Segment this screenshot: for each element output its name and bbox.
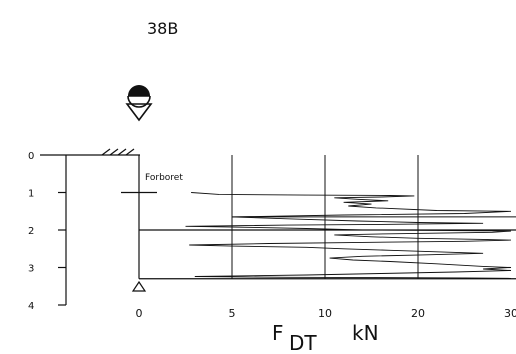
force-tick-label: 0 (136, 307, 143, 320)
force-tick-label: 30 (504, 307, 516, 320)
depth-tick-label: 3 (28, 264, 34, 275)
sounding-id: 38B (147, 19, 178, 38)
predrilled-annotation: Forboret (145, 173, 183, 183)
force-tick-label: 20 (411, 307, 425, 320)
location-symbol-icon (125, 85, 153, 122)
force-tick-label: 5 (229, 307, 236, 320)
force-profile-line (185, 192, 512, 279)
depth-axis: 0 1 2 3 4 (28, 148, 140, 312)
force-axis: 0 5 10 20 30 (136, 307, 516, 320)
ground-hatch (101, 148, 135, 156)
end-of-sounding-icon (131, 280, 147, 292)
grid-lines (121, 155, 516, 280)
axis-title-unit: kN (352, 321, 379, 345)
depth-tick-label: 2 (28, 226, 34, 237)
axis-title-symbol: F (272, 321, 284, 345)
depth-tick-label: 4 (28, 301, 34, 312)
depth-tick-label: 1 (28, 189, 34, 200)
force-tick-label: 10 (318, 307, 332, 320)
depth-tick-label: 0 (28, 151, 34, 162)
axis-title-subscript: DT (289, 331, 317, 354)
force-axis-title: F DT kN (272, 321, 379, 354)
